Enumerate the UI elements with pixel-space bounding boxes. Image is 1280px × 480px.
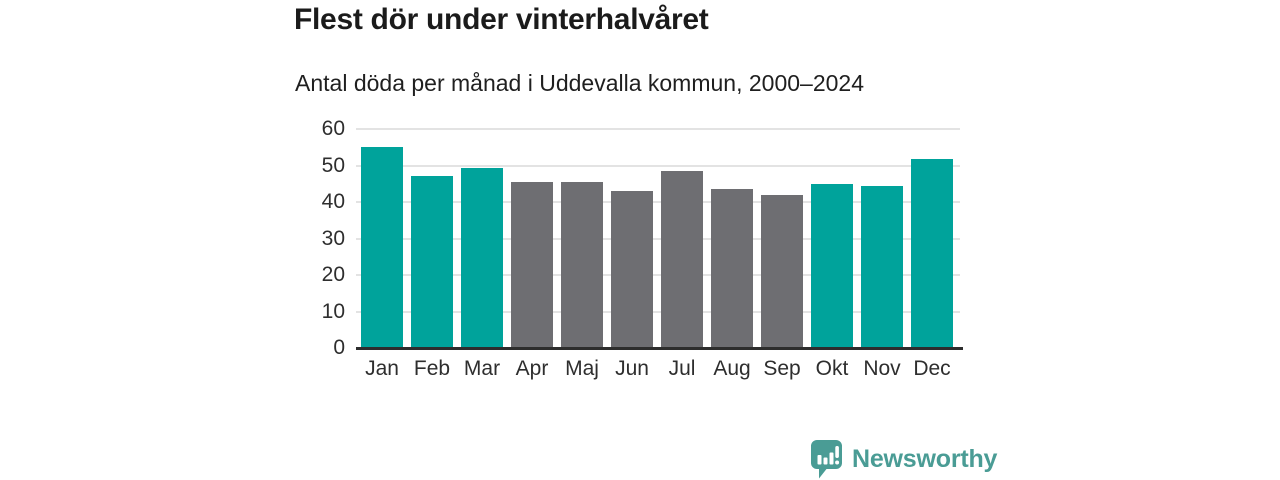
x-axis-baseline bbox=[356, 347, 963, 350]
y-axis-labels: 0 10 20 30 40 50 60 bbox=[260, 117, 345, 359]
x-tick-label-apr: Apr bbox=[515, 357, 549, 380]
bar-aug bbox=[711, 188, 753, 348]
newsworthy-logo: Newsworthy bbox=[810, 439, 997, 479]
y-tick-label-60: 60 bbox=[321, 117, 345, 140]
bar-jul bbox=[661, 170, 703, 348]
bar-okt bbox=[811, 183, 853, 348]
x-tick-label-jan: Jan bbox=[365, 357, 399, 380]
x-axis-labels: Jan Feb Mar Apr Maj Jun Jul Aug Sep Okt Nov Dec bbox=[357, 357, 957, 385]
bar-jan bbox=[361, 147, 403, 348]
bar-apr bbox=[511, 181, 553, 348]
bar-feb bbox=[411, 176, 453, 348]
gridline-50 bbox=[356, 164, 960, 167]
x-tick-label-aug: Aug bbox=[713, 357, 751, 380]
y-tick-label-0: 0 bbox=[333, 336, 345, 359]
newsworthy-logo-text: Newsworthy bbox=[852, 444, 998, 473]
x-tick-label-dec: Dec bbox=[913, 357, 951, 380]
bar-chart-plot-area bbox=[356, 128, 963, 350]
x-tick-label-feb: Feb bbox=[413, 357, 451, 380]
gridline-30 bbox=[356, 237, 960, 240]
y-tick-label-20: 20 bbox=[321, 263, 345, 286]
newsworthy-logo-icon bbox=[811, 440, 842, 479]
y-tick-label-10: 10 bbox=[321, 299, 345, 323]
gridline-40 bbox=[356, 201, 960, 203]
y-tick-label-50: 50 bbox=[321, 153, 345, 177]
y-tick-label-30: 30 bbox=[321, 226, 345, 250]
y-tick-label-40: 40 bbox=[321, 190, 345, 213]
bar-jun bbox=[611, 191, 653, 348]
bar-dec bbox=[911, 158, 953, 348]
gridline-20 bbox=[356, 274, 960, 276]
bar-maj bbox=[561, 182, 603, 348]
x-tick-label-jul: Jul bbox=[668, 357, 696, 380]
bar-mar bbox=[461, 168, 503, 348]
chart-title: Flest dör under vinterhalvåret bbox=[294, 3, 709, 36]
x-tick-label-okt: Okt bbox=[815, 357, 849, 380]
gridline-10 bbox=[356, 310, 960, 313]
x-tick-label-nov: Nov bbox=[863, 357, 901, 380]
x-tick-label-maj: Maj bbox=[565, 357, 599, 380]
x-tick-label-mar: Mar bbox=[463, 357, 501, 380]
gridline-60 bbox=[356, 128, 960, 130]
bar-nov bbox=[861, 185, 903, 348]
x-tick-label-jun: Jun bbox=[615, 357, 649, 380]
chart-subtitle: Antal döda per månad i Uddevalla kommun,… bbox=[295, 70, 864, 96]
bar-sep bbox=[761, 195, 803, 348]
x-tick-label-sep: Sep bbox=[763, 357, 801, 380]
